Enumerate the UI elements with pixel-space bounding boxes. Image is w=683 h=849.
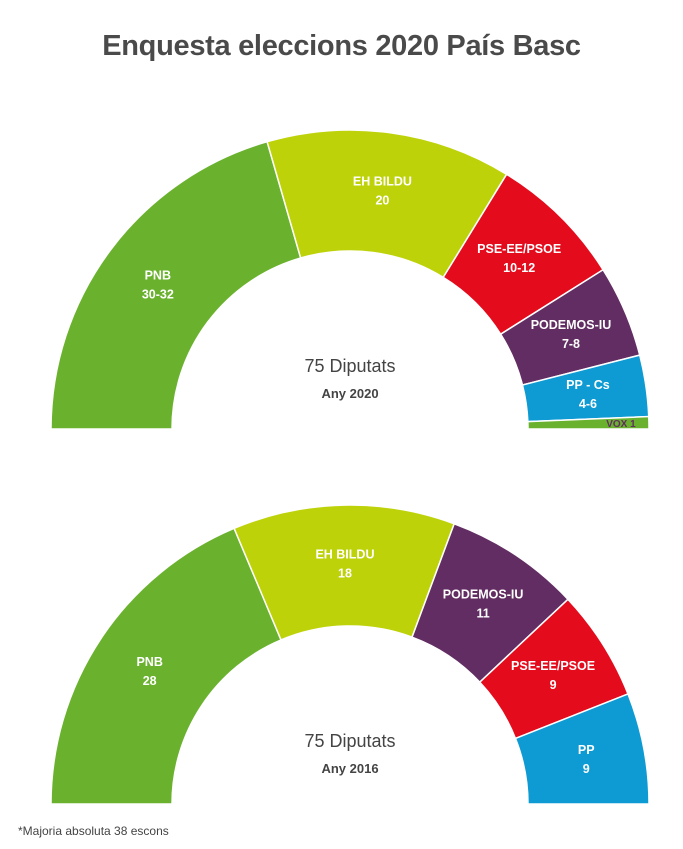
segment-pnb — [50, 140, 302, 430]
segment-vox — [527, 415, 650, 430]
segment-value-podemos-iu: 11 — [476, 607, 489, 621]
segment-value-eh-bildu: 18 — [338, 567, 352, 581]
segment-value-pnb: 28 — [143, 674, 157, 688]
segment-name-eh-bildu: EH BILDU — [353, 175, 412, 189]
segment-value-pnb: 30-32 — [142, 287, 174, 301]
segment-name-eh-bildu: EH BILDU — [315, 548, 374, 562]
total-seats-label: 75 Diputats — [304, 731, 395, 751]
segment-name-podemos-iu: PODEMOS-IU — [531, 318, 612, 332]
total-seats-label: 75 Diputats — [304, 356, 395, 376]
segment-value-pse-ee-psoe: 9 — [550, 678, 557, 692]
segment-name-podemos-iu: PODEMOS-IU — [443, 588, 524, 602]
segment-name-pp-cs: PP - Cs — [566, 378, 610, 392]
chart-title: Enquesta eleccions 2020 País Basc — [102, 30, 581, 62]
footnote: *Majoria absoluta 38 escons — [18, 824, 169, 838]
segment-name-pp: PP — [578, 743, 595, 757]
hemicycle-chart-2016: PNB 28 EH BILDU 18 PODEMOS-IU 11 PSE-EE/PSOE 9 P… — [50, 504, 650, 805]
segment-value-pp-cs: 4-6 — [579, 397, 597, 411]
segment-pp — [514, 692, 650, 805]
segment-name-pse-ee-psoe: PSE-EE/PSOE — [477, 242, 561, 256]
segment-label-vox: VOX 1 — [606, 419, 636, 430]
segment-value-eh-bildu: 20 — [375, 194, 389, 208]
year-label: Any 2016 — [321, 761, 378, 776]
segment-value-pp: 9 — [583, 762, 590, 776]
segment-pnb — [50, 527, 283, 805]
segment-name-pse-ee-psoe: PSE-EE/PSOE — [511, 659, 595, 673]
segment-name-pnb: PNB — [145, 268, 171, 282]
hemicycle-chart-2020: PNB 30-32 EH BILDU 20 PSE-EE/PSOE 10-12 PODEMO… — [50, 129, 650, 430]
segment-name-pnb: PNB — [136, 655, 162, 669]
segment-value-podemos-iu: 7-8 — [562, 337, 580, 351]
segment-value-pse-ee-psoe: 10-12 — [503, 261, 535, 275]
year-label: Any 2020 — [321, 386, 378, 401]
